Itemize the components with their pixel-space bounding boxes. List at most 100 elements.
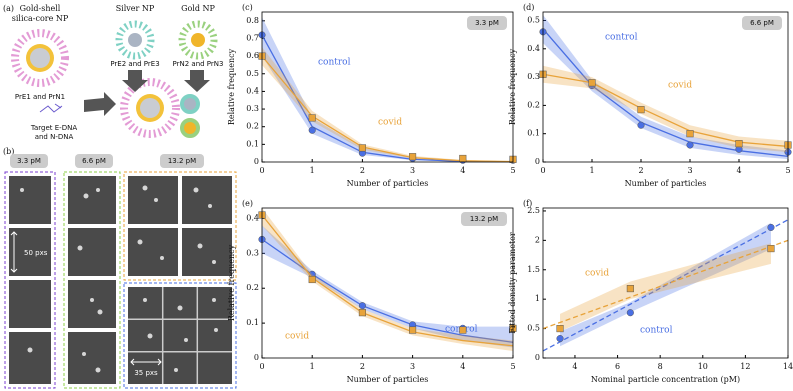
series-label: control [640,326,673,336]
y-tick-label: 0.7 [246,33,259,42]
y-tick-label: 0.5 [527,15,540,24]
x-tick-label: 0 [540,166,545,175]
y-tick-label: 0.1 [527,129,540,138]
plot-frame [542,207,789,359]
y-tick-label: 0.3 [527,72,540,81]
y-tick-label: 0.3 [246,248,259,257]
y-tick-label: 1 [535,294,540,303]
panel-label: (a) [3,4,14,13]
y-tick-label: 0.4 [246,86,259,95]
conc-label: 3.3 pM [17,157,41,165]
scale-label: 50 pxs [24,249,48,257]
conc-label: 6.6 pM [82,157,106,165]
x-tick-label: 3 [410,166,415,175]
x-tick-label: 1 [310,166,315,175]
x-tick-label: 4 [460,362,465,371]
x-tick-label: 10 [698,362,708,371]
x-tick-label: 0 [259,166,264,175]
data-point [626,285,634,293]
data-point [686,141,694,149]
confidence-band [543,14,788,160]
y-tick-label: 0.2 [527,100,540,109]
scale-arrow [10,231,18,273]
x-axis-label: Number of particles [347,375,429,384]
series-label: covid [585,269,609,279]
y-tick-label: 0 [254,157,259,166]
np-label: Gold NP [181,4,215,13]
y-tick-label: 0 [535,157,540,166]
np-label: Silver NP [116,4,155,13]
annotation-box [742,16,782,30]
fit-line [542,239,789,330]
y-tick-label: 0.4 [246,213,259,222]
group-frame [4,171,56,389]
y-axis-label: Relative frequency [508,48,517,125]
data-point [409,153,417,161]
annotation: 13.2 pM [470,215,498,223]
x-tick-label: 0 [259,362,264,371]
data-point [358,309,366,317]
probe-label: PrN2 and PrN3 [173,60,224,68]
y-tick-label: 2 [535,235,540,244]
data-point [556,325,564,333]
y-tick-label: 0.3 [246,104,259,113]
x-tick-label: 4 [572,362,577,371]
data-point [459,326,467,334]
x-tick-label: 14 [783,362,793,371]
label-box [10,154,48,168]
annotation-box [461,212,507,226]
data-point [459,154,467,163]
y-tick-label: 2.5 [527,206,540,215]
data-point [735,140,743,148]
conc-label: 13.2 pM [168,157,196,165]
y-tick-label: 0.5 [246,69,259,78]
data-point [767,223,775,231]
x-tick-label: 2 [360,166,365,175]
plot-frame [542,11,789,163]
data-point [637,106,645,114]
data-point [308,114,316,122]
tiles [9,176,232,384]
confidence-band [262,225,513,348]
y-tick-label: 0.2 [246,283,259,292]
confidence-band [262,47,513,162]
y-tick-label: 0 [254,353,259,362]
x-tick-label: 1 [310,362,315,371]
fit-line [542,28,789,157]
y-tick-label: 0.1 [246,139,259,148]
series-label: covid [285,332,309,342]
data-point [588,79,596,87]
target-label: Target E-DNA [30,124,77,132]
y-tick-label: 0.5 [527,324,540,333]
data-point [358,302,366,310]
plot-frame [261,11,514,163]
confidence-band [262,17,513,163]
x-axis-label: Number of particles [347,179,429,188]
fit-line [261,214,514,347]
x-tick-label: 5 [510,166,515,175]
target-label: and N-DNA [35,133,74,141]
annotation-box [467,16,507,30]
label-box [160,154,204,168]
data-point [358,144,366,152]
panel-label: (f) [523,199,532,208]
series-label: control [318,58,351,68]
data-point [556,335,564,343]
x-axis-label: Nominal particle concentration (pM) [591,375,740,384]
scale-arrow [130,358,162,366]
x-tick-label: 12 [740,362,750,371]
annotation: 6.6 pM [750,19,774,27]
micrographs: (b) 3.3 pM 6.6 pM 13.2 pM 50 pxs 35 pxs [3,147,237,389]
series-label: covid [378,118,402,128]
probe-label: PrE2 and PrE3 [110,60,159,68]
y-tick-label: 0.6 [246,51,259,60]
data-point [637,121,645,129]
schematic: (a) Gold-shell silica-core NP Silver NP … [3,4,223,141]
y-tick-label: 0.4 [527,44,540,53]
group-frame [123,282,237,389]
y-tick-label: 0 [535,353,540,362]
x-tick-label: 4 [460,166,465,175]
y-tick-label: 1.5 [527,265,540,274]
series-label: covid [668,81,692,91]
